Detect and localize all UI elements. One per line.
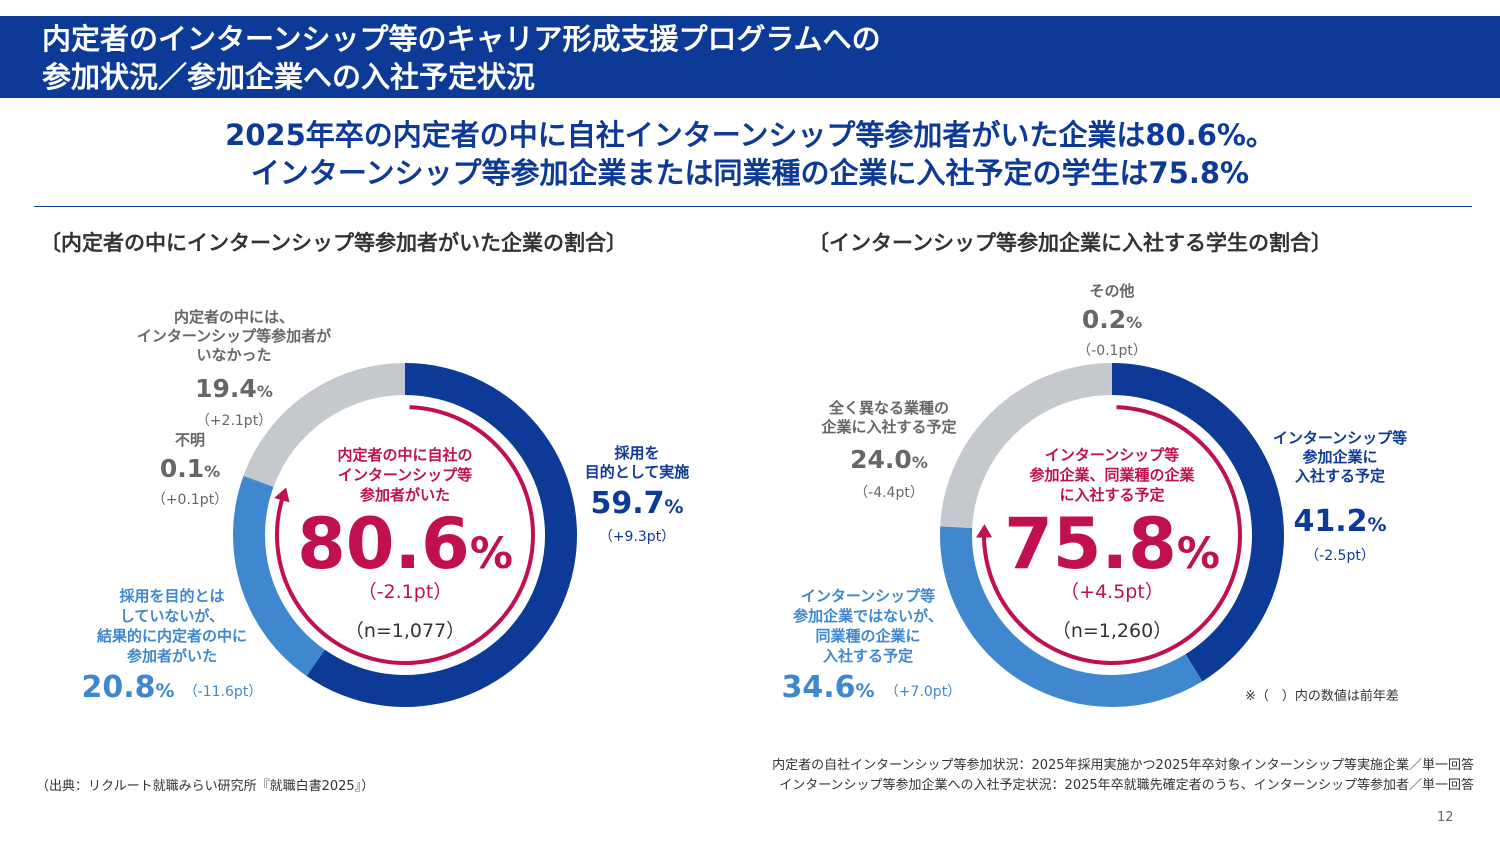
donut2-slice-2-change: （+7.0pt）	[885, 684, 961, 700]
donut1-slice-4-change: （+2.1pt）	[196, 413, 272, 429]
divider	[34, 206, 1472, 207]
donut1-center-label-1: 内定者の中に自社の	[337, 446, 472, 464]
donut1-slice-1	[306, 362, 578, 707]
donut1-slice-1-change: （+9.3pt）	[599, 529, 675, 545]
source-citation: （出典：リクルート就職みらい研究所『就職白書2025』）	[36, 779, 375, 794]
donut2-center-label-3: に入社する予定	[1059, 486, 1164, 504]
header-band	[0, 16, 1500, 98]
donut1-slice-4	[243, 363, 405, 487]
donut2-slice-4-change: （-0.1pt）	[1077, 343, 1147, 359]
donut2-slice-4-label-1: その他	[1089, 282, 1134, 300]
donut1-slice-2-label-3: 結果的に内定者の中に	[97, 627, 247, 645]
donut1-center-label-3: 参加者がいた	[360, 486, 450, 504]
page-title: 内定者のインターンシップ等のキャリア形成支援プログラムへの 参加状況／参加企業へ…	[42, 20, 1142, 96]
donut2-slice-1-label-1: インターンシップ等	[1273, 429, 1407, 447]
donut2-slice-3-change: （-4.4pt）	[854, 485, 924, 501]
donut2-arrow-icon	[976, 524, 993, 538]
donut1-slice-3-label-1: 不明	[175, 431, 205, 449]
page-title-line-2: 参加状況／参加企業への入社予定状況	[42, 60, 536, 94]
donut2-center-change: （+4.5pt）	[1060, 581, 1164, 603]
donut2-slice-4	[1109, 363, 1112, 396]
donut2-center-label-2: 参加企業、同業種の企業	[1029, 466, 1195, 484]
donut1-slice-4-label-3: いなかった	[196, 346, 271, 364]
donut1-slice-1-value: 59.7%	[590, 486, 683, 521]
donut2-slice-1-label-3: 入社する予定	[1295, 467, 1385, 485]
left-chart-title: 〔内定者の中にインターンシップ等参加者がいた企業の割合〕	[40, 231, 627, 255]
donut2-center-value: 75.8%	[1004, 503, 1220, 585]
donut1-slice-2-label-4: 参加者がいた	[127, 647, 217, 665]
donut2-slice-2-label-3: 同業種の企業に	[815, 627, 920, 645]
donut1-total-arc	[275, 405, 535, 665]
headline: 2025年卒の内定者の中に自社インターンシップ等参加者がいた企業は80.6%。 …	[0, 116, 1500, 192]
donut1-slice-2-change: （-11.6pt）	[184, 684, 263, 700]
donut1-slice-2-label-2: していないが、	[120, 607, 224, 625]
headline-line-1: 2025年卒の内定者の中に自社インターンシップ等参加者がいた企業は80.6%。	[225, 118, 1275, 152]
donut1-slice-3-value: 0.1%	[160, 454, 220, 483]
donut1-slice-1-label-2: 目的として実施	[585, 463, 690, 481]
donut2-slice-1-change: （-2.5pt）	[1305, 548, 1375, 564]
donut2-slice-4-value: 0.2%	[1082, 305, 1142, 334]
survey-note-1: 内定者の自社インターンシップ等参加状況：2025年採用実施かつ2025年卒対象イ…	[772, 758, 1474, 773]
donut2-slice-2-label-1: インターンシップ等	[801, 587, 935, 605]
donut2-slice-3-value: 24.0%	[850, 445, 928, 474]
donut1-arrow-icon	[274, 487, 290, 503]
donut2-total-arc	[982, 405, 1242, 665]
donut2-slice-1-label-2: 参加企業に	[1302, 448, 1377, 466]
donut2-slice-3-label-2: 企業に入社する予定	[820, 418, 956, 436]
donut2-slice-2-value: 34.6%	[781, 670, 874, 705]
donut2-slice-2-label-2: 参加企業ではないが、	[793, 607, 943, 625]
footnote: ※（ ）内の数値は前年差	[1245, 689, 1399, 704]
donut2-slice-3-label-1: 全く異なる業種の	[828, 399, 949, 417]
donut2-slice-2-label-4: 入社する予定	[823, 647, 913, 665]
donut1-slice-2-value: 20.8%	[81, 670, 174, 705]
donut2-slice-1	[1112, 363, 1284, 682]
survey-notes: 内定者の自社インターンシップ等参加状況：2025年採用実施かつ2025年卒対象イ…	[772, 756, 1474, 796]
donut1-center-n: （n=1,077）	[345, 620, 465, 642]
donut1-slice-2	[233, 476, 325, 677]
donut1-slice-4-value: 19.4%	[195, 374, 273, 403]
headline-line-2: インターンシップ等参加企業または同業種の企業に入社予定の学生は75.8%	[250, 156, 1250, 190]
donut2-slice-2	[940, 526, 1203, 707]
page-number: 12	[1437, 810, 1454, 825]
donut1-slice-2-label-1: 採用を目的とは	[119, 587, 224, 605]
donut1-slice-3	[243, 475, 274, 488]
donut1-slice-3-change: （+0.1pt）	[152, 492, 228, 508]
donut2-slice-3	[940, 363, 1111, 528]
donut1-slice-4-label-1: 内定者の中には、	[174, 308, 294, 326]
donut1-slice-1-label-1: 採用を	[614, 444, 659, 462]
page-title-line-1: 内定者のインターンシップ等のキャリア形成支援プログラムへの	[42, 22, 881, 56]
donut1-slice-4-label-2: インターンシップ等参加者が	[137, 327, 332, 345]
donut1-center-value: 80.6%	[297, 503, 513, 585]
donut2-slice-1-value: 41.2%	[1293, 504, 1386, 539]
survey-note-2: インターンシップ等参加企業への入社予定状況：2025年卒就職先確定者のうち、イン…	[779, 778, 1474, 793]
right-chart-title: 〔インターンシップ等参加企業に入社する学生の割合〕	[808, 231, 1332, 255]
donut2-center-label-1: インターンシップ等	[1045, 446, 1179, 464]
donut1-center-change: （-2.1pt）	[358, 581, 453, 603]
donut2-center-n: （n=1,260）	[1052, 620, 1172, 642]
donut1-center-label-2: インターンシップ等	[338, 466, 472, 484]
